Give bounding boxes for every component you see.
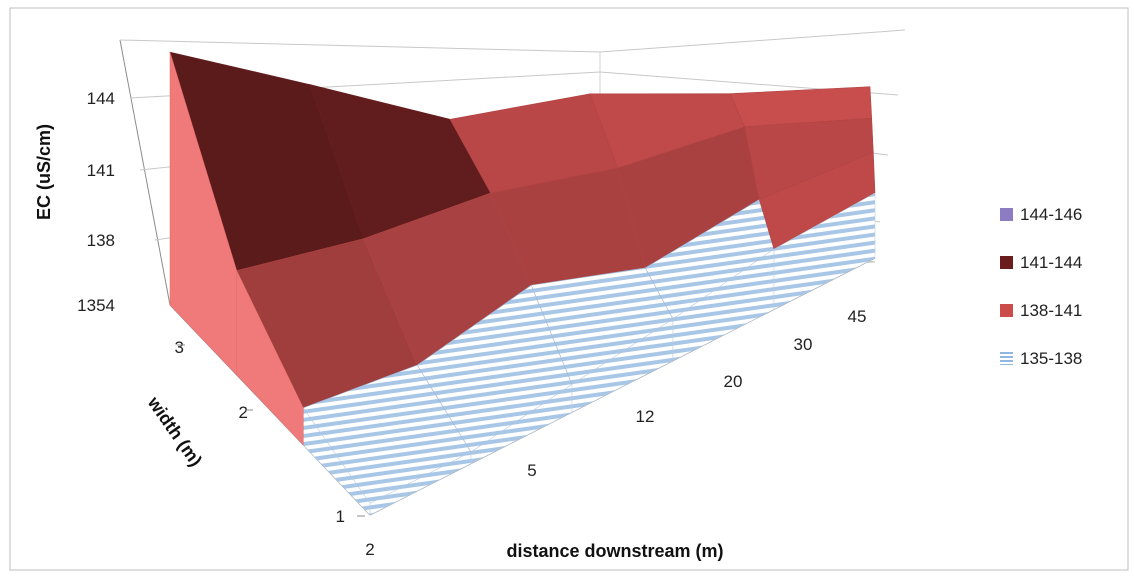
distance-tick-label: 12 — [636, 407, 655, 426]
legend-label: 135-138 — [1020, 349, 1082, 368]
width-tick-label: 1 — [336, 507, 345, 526]
distance-tick-label: 20 — [724, 372, 743, 391]
distance-tick-label: 45 — [848, 307, 867, 326]
chart-frame — [9, 7, 1129, 571]
z-tick-label: 141 — [87, 161, 115, 180]
z-tick-label: 1354 — [77, 296, 115, 315]
z-axis-line — [119, 39, 171, 306]
legend-swatch — [1000, 304, 1013, 317]
surface-side-2 — [169, 52, 237, 376]
z-axis-title: EC (uS/cm) — [34, 124, 54, 220]
legend-swatch — [1000, 256, 1013, 269]
width-axis-title: width (m) — [143, 392, 206, 470]
legend-label: 141-144 — [1020, 253, 1082, 272]
distance-tick-label: 5 — [527, 461, 536, 480]
legend-swatch — [1000, 352, 1013, 365]
legend-label: 138-141 — [1020, 301, 1082, 320]
legend: 144-146 141-144 138-141 135-138 — [1000, 205, 1082, 368]
surface-front-4 — [773, 192, 876, 310]
gridline-0 — [119, 29, 906, 53]
legend-swatch — [1000, 208, 1013, 221]
width-tick-label: 3 — [175, 338, 184, 357]
distance-tick-label: 2 — [365, 540, 374, 559]
width-tick-label: 2 — [239, 403, 248, 422]
surface-layer — [169, 51, 876, 516]
distance-tick-label: 30 — [794, 335, 813, 354]
legend-label: 144-146 — [1020, 205, 1082, 224]
distance-axis-title: distance downstream (m) — [506, 541, 723, 561]
z-tick-label: 138 — [87, 231, 115, 250]
z-tick-label: 144 — [87, 89, 115, 108]
